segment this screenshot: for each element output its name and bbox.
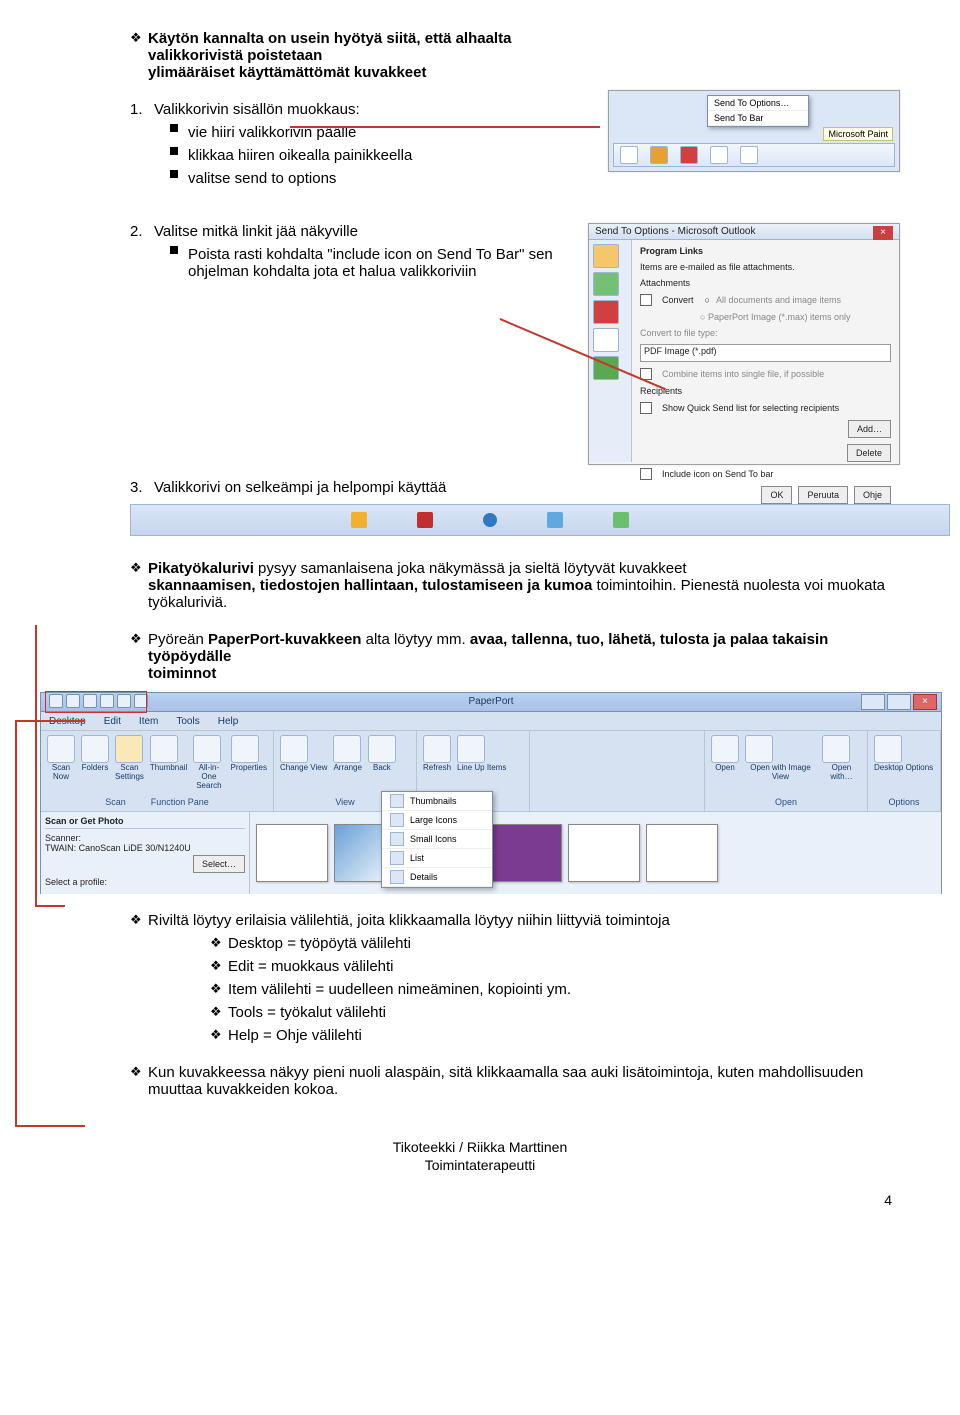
tooltip: Microsoft Paint: [823, 127, 893, 141]
intro-text: Käytön kannalta on usein hyötyä siitä, e…: [148, 30, 560, 81]
help-button: Ohje: [854, 486, 891, 504]
view-dropdown: Thumbnails Large Icons Small Icons List …: [381, 791, 493, 888]
select-button: Select…: [193, 855, 245, 873]
diamond-icon: ❖: [210, 1004, 228, 1020]
para3-item: Desktop = työpöytä välilehti: [228, 935, 411, 952]
diamond-icon: ❖: [130, 560, 148, 576]
para3-item: Help = Ohje välilehti: [228, 1027, 362, 1044]
tab-help: Help: [218, 716, 239, 727]
delete-button: Delete: [847, 444, 891, 462]
callout-line: [15, 720, 85, 722]
diamond-icon: ❖: [210, 958, 228, 974]
para3-item: Tools = työkalut välilehti: [228, 1004, 386, 1021]
diamond-icon: ❖: [130, 30, 148, 46]
square-icon: [170, 170, 188, 178]
page-number: 4: [60, 1192, 900, 1208]
para3-item: Item välilehti = uudelleen nimeäminen, k…: [228, 981, 571, 998]
para2: Pyöreän PaperPort-kuvakkeen alta löytyy …: [148, 631, 900, 682]
square-icon: [170, 147, 188, 155]
toolbar-screenshot: [130, 504, 950, 536]
close-icon: ×: [873, 226, 893, 240]
list1-item: klikkaa hiiren oikealla painikkeella: [188, 147, 412, 164]
square-icon: [170, 124, 188, 132]
qat-highlight: [45, 691, 147, 713]
square-icon: [170, 246, 188, 254]
ok-button: OK: [761, 486, 792, 504]
list2-number: 2.: [130, 223, 154, 240]
callout-line: [290, 126, 600, 128]
menu-item: Send To Options…: [708, 96, 808, 111]
callout-line: [15, 720, 17, 1125]
para3-item: Edit = muokkaus välilehti: [228, 958, 394, 975]
para3-lead: Riviltä löytyy erilaisia välilehtiä, joi…: [148, 912, 670, 929]
cancel-button: Peruuta: [798, 486, 848, 504]
list2-title: Valitse mitkä linkit jää näkyville: [154, 223, 358, 240]
context-menu-screenshot: Send To Options… Send To Bar Microsoft P…: [609, 91, 899, 171]
callout-line: [15, 1125, 85, 1127]
para1: Pikatyökalurivi pysyy samanlaisena joka …: [148, 560, 900, 611]
ribbon-screenshot: PaperPort × Desktop Edit Item Tools Help…: [40, 692, 942, 894]
list1-number: 1.: [130, 101, 154, 118]
diamond-icon: ❖: [210, 935, 228, 951]
add-button: Add…: [848, 420, 891, 438]
list3-title: Valikkorivi on selkeämpi ja helpompi käy…: [154, 479, 446, 496]
callout-line: [35, 625, 37, 905]
tab-tools: Tools: [176, 716, 199, 727]
diamond-icon: ❖: [130, 912, 148, 928]
list1-title: Valikkorivin sisällön muokkaus:: [154, 101, 360, 118]
tab-item: Item: [139, 716, 158, 727]
list2-item: Poista rasti kohdalta "include icon on S…: [188, 246, 560, 280]
para4: Kun kuvakkeessa näkyy pieni nuoli alaspä…: [148, 1064, 900, 1098]
menu-item: Send To Bar: [708, 111, 808, 126]
diamond-icon: ❖: [130, 1064, 148, 1080]
dialog-screenshot: Send To Options - Microsoft Outlook× Pro…: [589, 224, 899, 464]
callout-line: [35, 905, 65, 907]
diamond-icon: ❖: [210, 981, 228, 997]
list3-number: 3.: [130, 479, 154, 496]
footer: Tikoteekki / Riikka Marttinen Toimintate…: [60, 1138, 900, 1174]
tab-edit: Edit: [104, 716, 121, 727]
diamond-icon: ❖: [210, 1027, 228, 1043]
list1-item: valitse send to options: [188, 170, 336, 187]
diamond-icon: ❖: [130, 631, 148, 647]
